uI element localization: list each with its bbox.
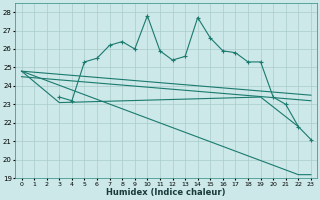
X-axis label: Humidex (Indice chaleur): Humidex (Indice chaleur) — [107, 188, 226, 197]
